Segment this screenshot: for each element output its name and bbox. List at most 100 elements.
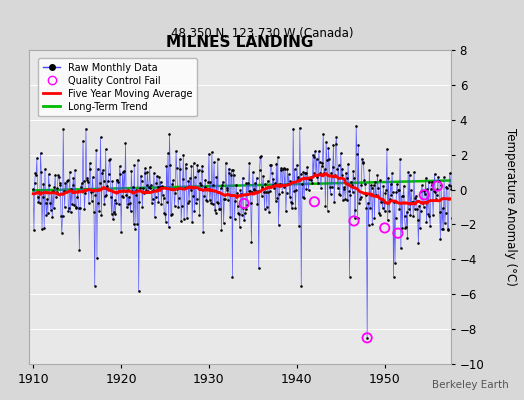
Point bbox=[343, 175, 351, 182]
Point bbox=[207, 200, 215, 206]
Point bbox=[149, 187, 158, 193]
Point bbox=[164, 150, 172, 156]
Point bbox=[233, 190, 241, 196]
Point bbox=[183, 200, 192, 206]
Point bbox=[106, 156, 114, 162]
Point bbox=[293, 162, 301, 168]
Point bbox=[346, 192, 355, 198]
Point bbox=[110, 209, 118, 215]
Point bbox=[141, 165, 149, 172]
Point bbox=[86, 166, 94, 172]
Point bbox=[326, 190, 335, 197]
Point bbox=[314, 180, 322, 186]
Point bbox=[351, 214, 359, 221]
Point bbox=[430, 171, 439, 177]
Point bbox=[126, 208, 135, 215]
Point bbox=[137, 177, 146, 184]
Point bbox=[158, 183, 166, 189]
Point bbox=[181, 161, 190, 168]
Point bbox=[419, 204, 428, 210]
Point bbox=[155, 174, 163, 180]
Point bbox=[236, 187, 245, 194]
Point bbox=[152, 180, 160, 186]
Point bbox=[367, 184, 376, 191]
Point bbox=[303, 163, 311, 170]
Point bbox=[112, 200, 120, 207]
Point bbox=[240, 217, 248, 224]
Point bbox=[364, 200, 372, 206]
Point bbox=[238, 174, 247, 181]
Point bbox=[140, 170, 149, 176]
Point bbox=[433, 186, 442, 192]
Point bbox=[265, 209, 273, 215]
Text: Berkeley Earth: Berkeley Earth bbox=[432, 380, 508, 390]
Point bbox=[375, 212, 384, 218]
Point bbox=[165, 224, 173, 230]
Point bbox=[274, 154, 282, 160]
Point bbox=[93, 165, 102, 172]
Point bbox=[71, 204, 80, 210]
Point bbox=[438, 226, 446, 232]
Point bbox=[95, 208, 103, 214]
Point bbox=[386, 180, 395, 187]
Point bbox=[273, 195, 281, 201]
Point bbox=[383, 146, 391, 152]
Point bbox=[353, 150, 361, 157]
Point bbox=[428, 179, 436, 185]
Point bbox=[157, 178, 165, 185]
Point bbox=[47, 188, 56, 195]
Point bbox=[394, 230, 402, 236]
Point bbox=[227, 172, 235, 178]
Point bbox=[263, 204, 271, 210]
Point bbox=[128, 184, 137, 190]
Point bbox=[410, 169, 418, 175]
Point bbox=[432, 196, 440, 202]
Point bbox=[91, 282, 99, 289]
Point bbox=[224, 196, 232, 203]
Point bbox=[402, 208, 411, 215]
Point bbox=[180, 216, 188, 223]
Point bbox=[243, 202, 251, 208]
Point bbox=[111, 211, 119, 217]
Point bbox=[62, 188, 70, 195]
Point bbox=[144, 188, 152, 194]
Point bbox=[443, 184, 451, 191]
Point bbox=[336, 192, 344, 198]
Point bbox=[156, 184, 164, 190]
Point bbox=[422, 218, 431, 225]
Point bbox=[308, 180, 316, 186]
Point bbox=[57, 213, 65, 219]
Point bbox=[142, 187, 150, 194]
Point bbox=[418, 182, 426, 188]
Point bbox=[329, 142, 337, 148]
Point bbox=[390, 198, 398, 205]
Point bbox=[199, 229, 208, 235]
Point bbox=[293, 176, 302, 182]
Point bbox=[362, 192, 370, 198]
Point bbox=[34, 198, 42, 205]
Point bbox=[89, 188, 97, 194]
Point bbox=[367, 182, 375, 189]
Point bbox=[146, 164, 154, 170]
Point bbox=[50, 184, 59, 190]
Point bbox=[269, 176, 278, 182]
Point bbox=[241, 210, 249, 216]
Point bbox=[381, 189, 390, 196]
Point bbox=[433, 183, 442, 189]
Point bbox=[371, 179, 379, 186]
Point bbox=[397, 193, 406, 200]
Point bbox=[386, 196, 394, 202]
Point bbox=[154, 199, 162, 206]
Point bbox=[154, 184, 162, 191]
Point bbox=[313, 174, 322, 180]
Point bbox=[42, 212, 51, 218]
Point bbox=[290, 187, 298, 194]
Point bbox=[107, 211, 116, 217]
Point bbox=[332, 134, 341, 141]
Point bbox=[60, 188, 68, 194]
Point bbox=[231, 198, 239, 204]
Point bbox=[330, 199, 339, 206]
Point bbox=[145, 184, 153, 190]
Point bbox=[420, 192, 429, 198]
Point bbox=[341, 196, 350, 202]
